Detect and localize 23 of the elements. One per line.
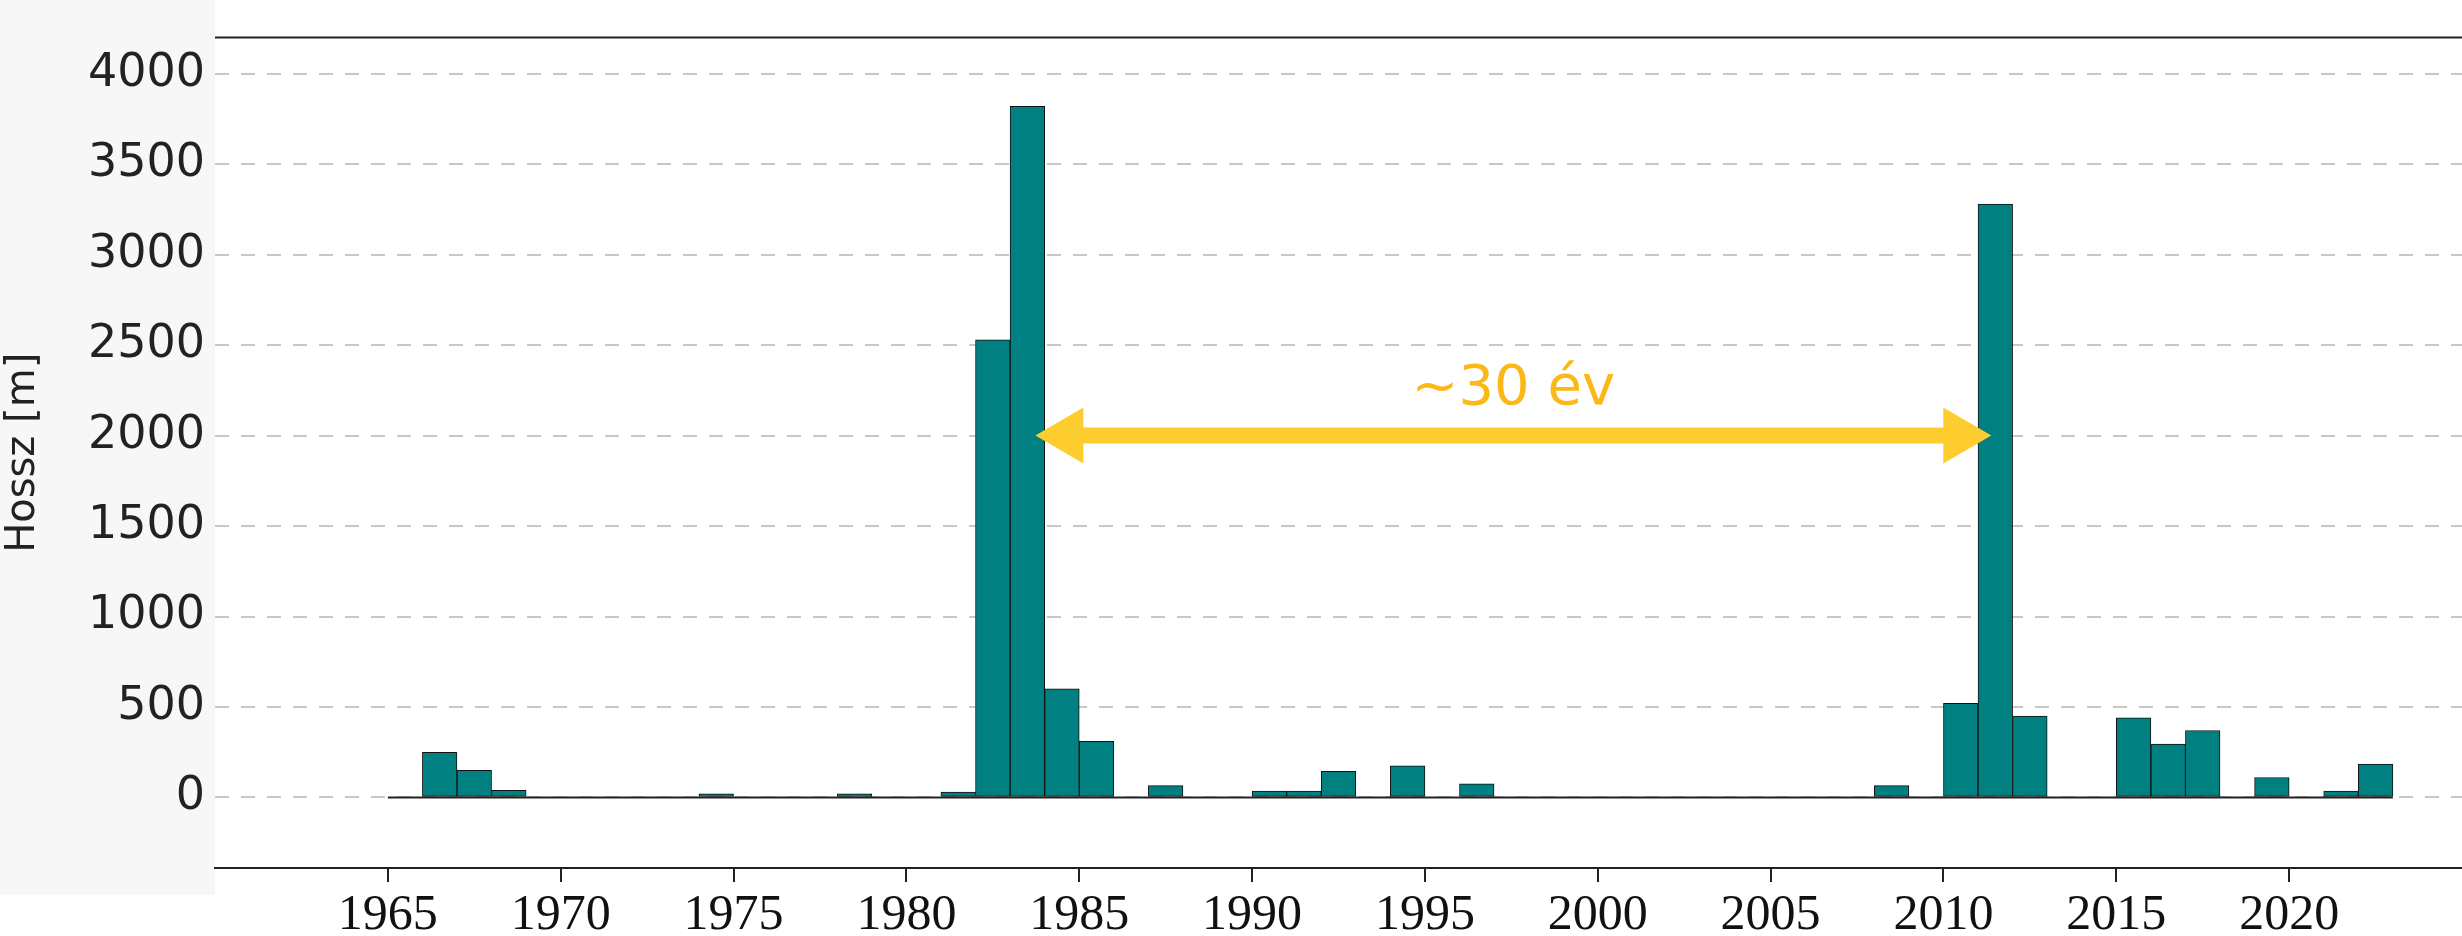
x-tick-label: 1985: [1029, 884, 1130, 936]
y-axis-title: Hossz [m]: [0, 352, 44, 553]
x-tick-label: 2020: [2239, 884, 2340, 936]
y-tick-label: 2500: [87, 314, 205, 369]
y-tick-label: 3500: [87, 133, 205, 188]
x-tick-label: 2000: [1547, 884, 1648, 936]
y-tick-label: 0: [175, 766, 205, 821]
y-tick-label: 1500: [87, 495, 205, 550]
y-tick-label: 4000: [87, 42, 205, 97]
x-tick-label: 2010: [1893, 884, 1994, 936]
x-tick-label: 1990: [1202, 884, 1303, 936]
x-tick-label: 1975: [683, 884, 784, 936]
x-tick-label: 1995: [1374, 884, 1475, 936]
y-tick-label: 1000: [87, 585, 205, 640]
y-tick-label: 2000: [87, 404, 205, 459]
x-tick-label: 1965: [337, 884, 438, 936]
x-tick-label: 2005: [1720, 884, 1821, 936]
x-tick-label: 2015: [2066, 884, 2167, 936]
y-tick-label: 3000: [87, 223, 205, 278]
annotation: ~30 év: [1411, 352, 1616, 418]
x-tick-label: 1980: [856, 884, 957, 936]
x-tick-label: 1970: [510, 884, 611, 936]
y-tick-label: 500: [117, 675, 205, 730]
